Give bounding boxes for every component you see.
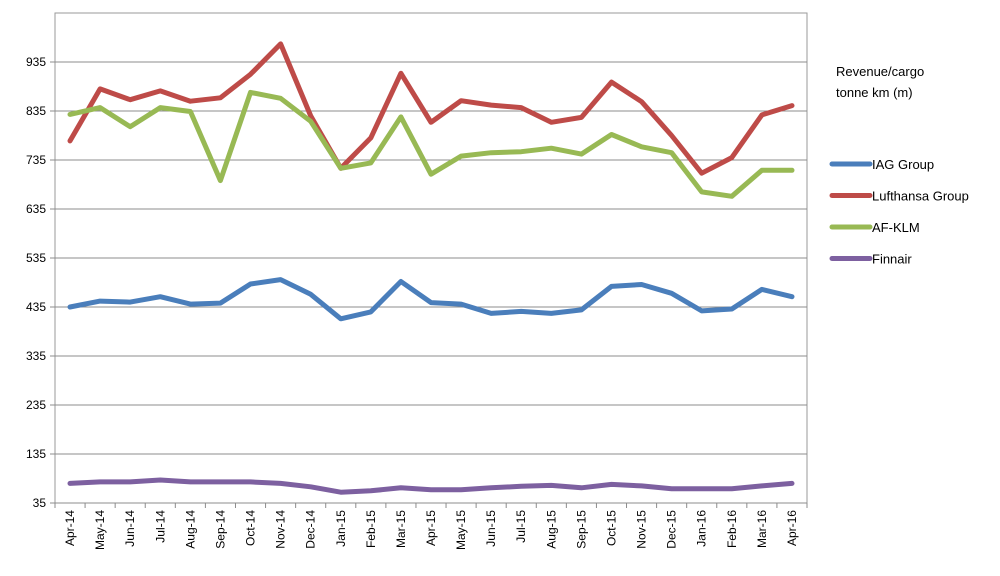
y-tick-label: 735 <box>26 153 46 167</box>
x-tick-label: Sep-14 <box>213 510 227 549</box>
x-tick-label: Aug-14 <box>183 510 197 549</box>
series-line-lufthansa-group <box>67 41 795 176</box>
x-axis-tick-labels: Apr-14 May-14 Jun-14 Jul-14 Aug-14 Sep-14 Oct-… <box>63 510 799 550</box>
x-tick-label: Dec-14 <box>304 510 318 549</box>
x-tick-label: Mar-15 <box>394 510 408 548</box>
x-tick-label: Apr-15 <box>424 510 438 546</box>
x-tick-label: May-14 <box>93 510 107 550</box>
x-tick-label: Oct-14 <box>244 510 258 546</box>
x-tick-label: Apr-16 <box>785 510 799 546</box>
x-tick-label: Jan-15 <box>334 510 348 547</box>
y-tick-label: 835 <box>26 104 46 118</box>
gridlines <box>50 61 808 508</box>
x-tick-label: Jan-16 <box>695 510 709 547</box>
x-tick-label: Oct-15 <box>604 510 618 546</box>
x-tick-label: Feb-16 <box>725 510 739 548</box>
legend-label: IAG Group <box>872 157 934 172</box>
y-tick-label: 535 <box>26 251 46 265</box>
x-tick-label: Jul-15 <box>514 510 528 543</box>
y-tick-label: 35 <box>33 496 47 510</box>
x-tick-label: Jul-14 <box>153 510 167 543</box>
y-tick-label: 335 <box>26 349 46 363</box>
y-tick-label: 635 <box>26 202 46 216</box>
legend: IAG Group Lufthansa Group AF-KLM Finnair <box>829 157 969 267</box>
legend-label: Lufthansa Group <box>872 189 969 204</box>
x-tick-label: Jun-14 <box>123 510 137 547</box>
series-line-iag-group <box>67 277 795 322</box>
y-tick-label: 435 <box>26 300 46 314</box>
legend-label: Finnair <box>872 252 912 267</box>
series-line-finnair <box>67 477 795 495</box>
x-tick-label: Mar-16 <box>755 510 769 548</box>
x-tick-label: Apr-14 <box>63 510 77 546</box>
x-tick-label: Feb-15 <box>364 510 378 548</box>
x-tick-label: May-15 <box>454 510 468 550</box>
y-tick-label: 235 <box>26 398 46 412</box>
y-axis-tick-labels: 35 135 235 335 435 535 635 735 835 935 <box>26 55 46 510</box>
legend-label: AF-KLM <box>872 220 920 235</box>
y-axis-title-line-1: Revenue/cargo <box>836 64 924 79</box>
x-tick-label: Nov-15 <box>635 510 649 549</box>
x-tick-label: Sep-15 <box>574 510 588 549</box>
x-tick-label: Nov-14 <box>274 510 288 549</box>
y-tick-label: 935 <box>26 55 46 69</box>
y-tick-label: 135 <box>26 447 46 461</box>
x-tick-label: Dec-15 <box>665 510 679 549</box>
series-lines <box>67 41 795 495</box>
series-line-af-klm <box>67 89 795 199</box>
y-axis-title-line-2: tonne km (m) <box>836 85 913 100</box>
x-tick-label: Aug-15 <box>544 510 558 549</box>
x-tick-label: Jun-15 <box>484 510 498 547</box>
